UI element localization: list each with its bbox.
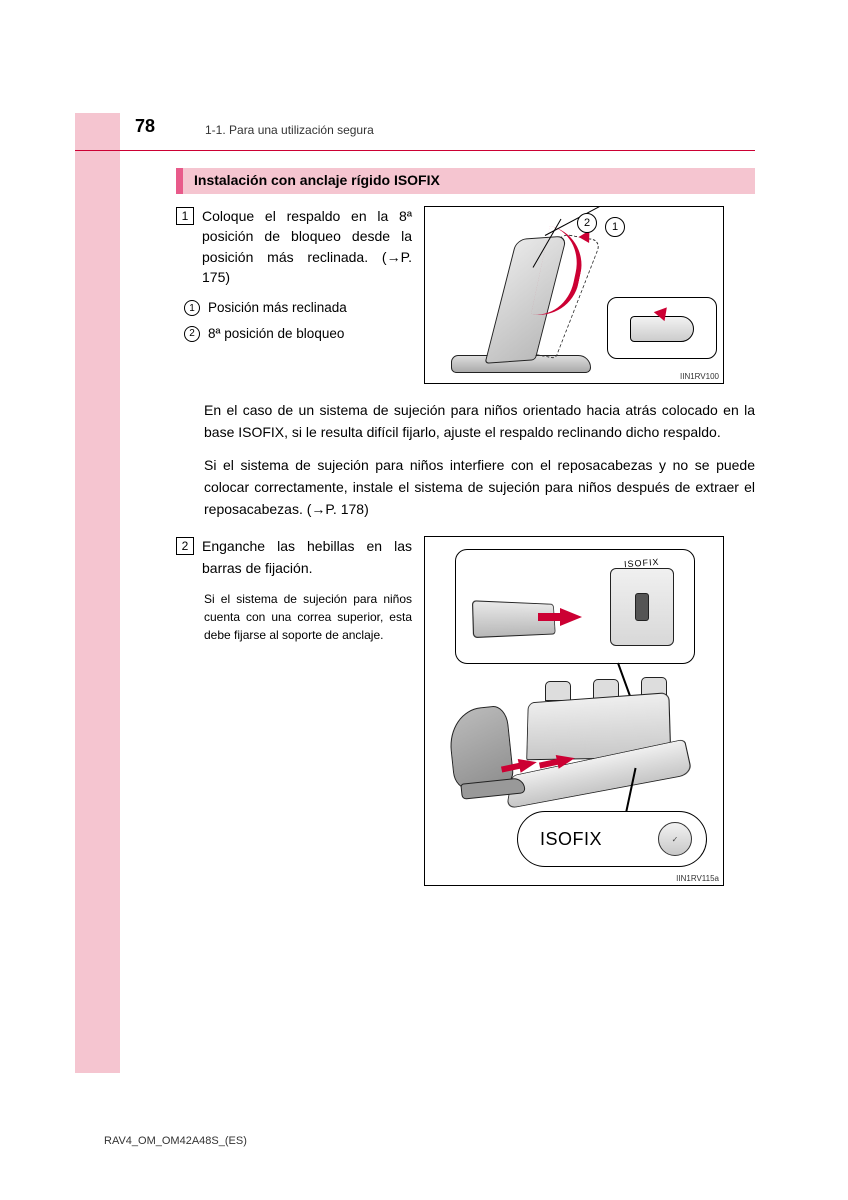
footer-code: RAV4_OM_OM42A48S_(ES) [104, 1135, 247, 1147]
figure2-top-callout: ISOFIX [455, 549, 695, 664]
step2-row: 2 Enganche las hebillas en las barras de… [176, 536, 755, 886]
step1-sub2-circle: 2 [184, 326, 200, 342]
figure1-id: IIN1RV100 [680, 372, 719, 381]
isofix-label-text: ISOFIX [540, 829, 602, 850]
step2-number-box: 2 [176, 537, 194, 555]
section-title-text: Instalación con anclaje rígido ISOFIX [194, 172, 440, 188]
section-label: 1-1. Para una utilización segura [205, 123, 374, 137]
seat-back-shape [485, 237, 535, 362]
step1-row: 1 Coloque el respaldo en la 8ª posición … [176, 206, 755, 384]
page-number: 78 [135, 116, 155, 137]
figure1-inset-handle [607, 297, 717, 359]
step2-text: Enganche las hebillas en las barras de f… [202, 536, 412, 579]
step2-small-text: Si el sistema de sujeción para niños cue… [204, 590, 412, 644]
paragraph-2: Si el sistema de sujeción para niños int… [204, 455, 755, 520]
figure1-callout-2: 2 [577, 213, 597, 233]
figure1-callout-1: 1 [605, 217, 625, 237]
handle-icon [630, 316, 694, 342]
paragraph-1: En el caso de un sistema de sujeción par… [204, 400, 755, 443]
child-seat-shape [447, 704, 526, 799]
sidebar-stripe [75, 113, 120, 1073]
figure-isofix: ISOFIX ISOFIX ✓ IIN1RV115a [424, 536, 724, 886]
section-title-accent [176, 168, 183, 194]
paragraph-block: En el caso de un sistema de sujeción par… [204, 400, 755, 520]
step1-sub2-text: 8ª posición de bloqueo [208, 325, 344, 343]
step1-number-box: 1 [176, 207, 194, 225]
section-title: Instalación con anclaje rígido ISOFIX [176, 168, 755, 194]
figure-seat-recline: 2 1 IIN1RV100 [424, 206, 724, 384]
header-rule [75, 113, 755, 151]
figure2-bottom-callout: ISOFIX ✓ [517, 811, 707, 867]
figure2-id: IIN1RV115a [676, 874, 719, 883]
step1-sub1-circle: 1 [184, 300, 200, 316]
insert-arrow-icon [560, 608, 582, 626]
step1-text: Coloque el respaldo en la 8ª posición de… [202, 206, 412, 287]
isofix-slot-shape [610, 568, 674, 646]
isofix-badge-icon: ✓ [658, 822, 692, 856]
content-area: Instalación con anclaje rígido ISOFIX 1 … [176, 168, 755, 886]
step1-sub1-text: Posición más reclinada [208, 299, 347, 317]
